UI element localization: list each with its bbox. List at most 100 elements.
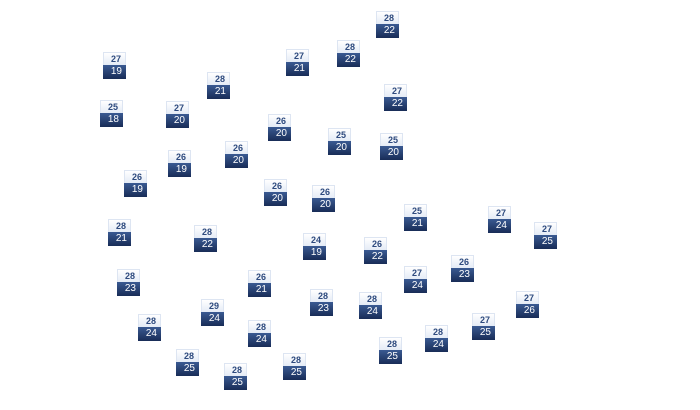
temperature-marker[interactable]: 28 25: [283, 353, 306, 380]
low-temperature: 25: [176, 362, 199, 376]
temperature-marker[interactable]: 26 20: [312, 185, 335, 212]
temperature-marker[interactable]: 27 21: [286, 49, 309, 76]
temperature-marker[interactable]: 26 22: [364, 237, 387, 264]
low-temperature: 19: [168, 163, 191, 177]
temperature-marker[interactable]: 26 23: [451, 255, 474, 282]
temperature-marker[interactable]: 28 21: [207, 72, 230, 99]
low-temperature: 22: [337, 53, 360, 67]
low-temperature: 22: [384, 97, 407, 111]
high-temperature: 27: [166, 101, 189, 114]
temperature-marker[interactable]: 27 19: [103, 52, 126, 79]
high-temperature: 25: [404, 204, 427, 217]
temperature-marker[interactable]: 26 20: [225, 141, 248, 168]
temperature-marker[interactable]: 28 23: [117, 269, 140, 296]
high-temperature: 28: [425, 325, 448, 338]
temperature-marker[interactable]: 28 23: [310, 289, 333, 316]
high-temperature: 28: [176, 349, 199, 362]
temperature-marker[interactable]: 28 21: [108, 219, 131, 246]
temperature-marker[interactable]: 27 24: [488, 206, 511, 233]
temperature-marker[interactable]: 27 22: [384, 84, 407, 111]
low-temperature: 22: [194, 238, 217, 252]
high-temperature: 28: [337, 40, 360, 53]
low-temperature: 23: [310, 302, 333, 316]
high-temperature: 26: [248, 270, 271, 283]
low-temperature: 25: [283, 366, 306, 380]
temperature-marker[interactable]: 28 25: [224, 363, 247, 390]
low-temperature: 21: [207, 85, 230, 99]
temperature-marker[interactable]: 28 22: [337, 40, 360, 67]
low-temperature: 20: [380, 146, 403, 160]
low-temperature: 20: [268, 127, 291, 141]
low-temperature: 24: [201, 312, 224, 326]
temperature-marker[interactable]: 25 21: [404, 204, 427, 231]
low-temperature: 25: [379, 350, 402, 364]
high-temperature: 25: [100, 100, 123, 113]
low-temperature: 24: [488, 219, 511, 233]
high-temperature: 24: [303, 233, 326, 246]
temperature-marker[interactable]: 27 24: [404, 266, 427, 293]
temperature-marker[interactable]: 25 20: [380, 133, 403, 160]
low-temperature: 24: [425, 338, 448, 352]
low-temperature: 19: [103, 65, 126, 79]
temperature-marker[interactable]: 27 25: [534, 222, 557, 249]
temperature-marker[interactable]: 28 24: [425, 325, 448, 352]
temperature-marker[interactable]: 27 25: [472, 313, 495, 340]
high-temperature: 27: [384, 84, 407, 97]
temperature-marker[interactable]: 28 25: [379, 337, 402, 364]
temperature-marker[interactable]: 27 26: [516, 291, 539, 318]
high-temperature: 27: [286, 49, 309, 62]
temperature-marker[interactable]: 25 18: [100, 100, 123, 127]
high-temperature: 27: [404, 266, 427, 279]
low-temperature: 18: [100, 113, 123, 127]
high-temperature: 27: [534, 222, 557, 235]
high-temperature: 28: [310, 289, 333, 302]
temperature-marker[interactable]: 26 19: [124, 170, 147, 197]
temperature-marker[interactable]: 25 20: [328, 128, 351, 155]
temperature-marker[interactable]: 28 24: [359, 292, 382, 319]
high-temperature: 26: [312, 185, 335, 198]
high-temperature: 26: [124, 170, 147, 183]
high-temperature: 29: [201, 299, 224, 312]
low-temperature: 24: [404, 279, 427, 293]
low-temperature: 25: [534, 235, 557, 249]
temperature-marker[interactable]: 26 20: [264, 179, 287, 206]
low-temperature: 26: [516, 304, 539, 318]
temperature-marker[interactable]: 29 24: [201, 299, 224, 326]
high-temperature: 27: [488, 206, 511, 219]
temperature-marker[interactable]: 28 24: [138, 314, 161, 341]
low-temperature: 22: [364, 250, 387, 264]
high-temperature: 25: [380, 133, 403, 146]
high-temperature: 26: [225, 141, 248, 154]
temperature-marker[interactable]: 27 20: [166, 101, 189, 128]
temperature-marker[interactable]: 26 19: [168, 150, 191, 177]
low-temperature: 24: [248, 333, 271, 347]
temperature-marker[interactable]: 28 22: [194, 225, 217, 252]
high-temperature: 26: [264, 179, 287, 192]
high-temperature: 26: [168, 150, 191, 163]
low-temperature: 21: [248, 283, 271, 297]
temperature-marker[interactable]: 26 20: [268, 114, 291, 141]
low-temperature: 20: [328, 141, 351, 155]
temperature-marker[interactable]: 26 21: [248, 270, 271, 297]
low-temperature: 25: [472, 326, 495, 340]
low-temperature: 20: [264, 192, 287, 206]
temperature-marker[interactable]: 28 24: [248, 320, 271, 347]
high-temperature: 28: [138, 314, 161, 327]
low-temperature: 23: [451, 268, 474, 282]
high-temperature: 26: [364, 237, 387, 250]
temperature-marker[interactable]: 28 22: [376, 11, 399, 38]
low-temperature: 21: [404, 217, 427, 231]
low-temperature: 24: [359, 305, 382, 319]
high-temperature: 28: [283, 353, 306, 366]
low-temperature: 21: [286, 62, 309, 76]
temperature-marker[interactable]: 28 25: [176, 349, 199, 376]
low-temperature: 25: [224, 376, 247, 390]
low-temperature: 19: [303, 246, 326, 260]
low-temperature: 21: [108, 232, 131, 246]
low-temperature: 22: [376, 24, 399, 38]
high-temperature: 28: [194, 225, 217, 238]
low-temperature: 23: [117, 282, 140, 296]
temperature-marker[interactable]: 24 19: [303, 233, 326, 260]
high-temperature: 26: [451, 255, 474, 268]
